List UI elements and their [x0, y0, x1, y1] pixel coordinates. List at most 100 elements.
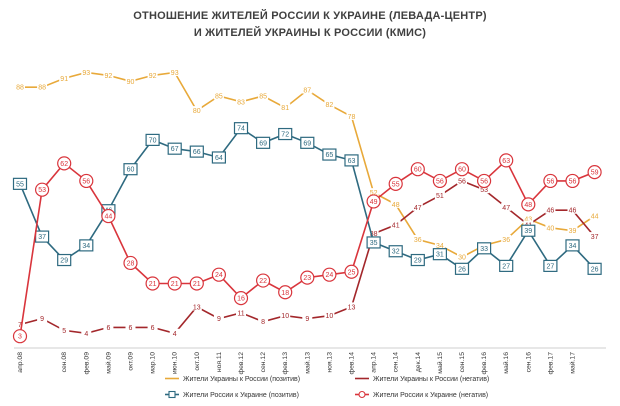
data-point — [236, 308, 246, 317]
data-label: 27 — [547, 263, 555, 270]
data-label: 9 — [305, 316, 309, 323]
data-label: 13 — [193, 304, 201, 311]
data-label: 44 — [591, 214, 599, 221]
data-label: 82 — [326, 102, 334, 109]
data-label: 93 — [82, 70, 90, 77]
data-point — [125, 322, 136, 331]
data-point — [191, 106, 202, 115]
data-label: 32 — [392, 249, 400, 256]
data-point — [390, 220, 401, 229]
data-label: 80 — [193, 108, 201, 115]
data-point — [211, 267, 226, 282]
data-point — [302, 85, 313, 94]
data-point — [169, 328, 180, 337]
data-label: 53 — [38, 187, 46, 194]
x-tick-label: май.15 — [436, 352, 444, 374]
data-label: 52 — [370, 190, 378, 197]
data-point — [258, 91, 269, 100]
data-label: 13 — [348, 304, 356, 311]
data-point — [454, 262, 470, 275]
data-label: 33 — [480, 246, 488, 253]
legend-item: Жители России к Украине (негатив) — [355, 390, 488, 399]
data-label: 63 — [502, 158, 510, 165]
data-label: 6 — [106, 325, 110, 332]
data-point — [191, 302, 202, 311]
data-label: 44 — [105, 214, 113, 221]
data-point — [37, 82, 48, 91]
x-tick-label: окт.09 — [128, 352, 135, 371]
data-point — [368, 229, 379, 238]
data-label: 78 — [348, 114, 356, 121]
data-label: 30 — [458, 255, 466, 262]
data-label: 36 — [502, 237, 510, 244]
data-point — [432, 173, 447, 189]
data-point — [79, 173, 94, 189]
data-label: 24 — [215, 272, 223, 279]
data-label: 55 — [16, 181, 24, 188]
data-label: 88 — [38, 85, 46, 92]
data-label: 21 — [193, 281, 201, 288]
data-point — [521, 197, 536, 212]
data-point — [167, 142, 182, 155]
data-label: 92 — [149, 73, 157, 80]
data-point — [412, 235, 423, 244]
x-tick-label: фев.12 — [238, 352, 245, 375]
data-label: 7 — [18, 322, 22, 329]
data-point — [545, 223, 556, 232]
data-point — [167, 276, 182, 291]
x-tick-label: окт.10 — [194, 352, 201, 371]
data-point — [59, 325, 70, 334]
data-point — [368, 188, 379, 197]
data-label: 74 — [237, 126, 245, 133]
data-point — [256, 136, 271, 149]
data-point — [434, 240, 445, 249]
legend-item: Жители Украины к России (позитив) — [165, 376, 300, 383]
data-label: 22 — [259, 278, 267, 285]
data-label: 69 — [259, 140, 267, 147]
data-point — [213, 314, 224, 323]
data-point — [101, 208, 116, 224]
data-point — [15, 82, 25, 91]
data-point — [123, 255, 138, 271]
data-label: 8 — [261, 319, 265, 326]
data-label: 60 — [458, 167, 466, 174]
data-label: 69 — [303, 140, 311, 147]
legend-label: Жители Украины к России (негатив) — [373, 376, 489, 383]
x-tick-label: ноя.11 — [216, 352, 223, 372]
data-point — [57, 253, 72, 267]
data-point — [432, 248, 447, 261]
x-tick-label: фев.13 — [282, 352, 289, 375]
data-label: 18 — [281, 290, 289, 297]
series-3: 55 37 29 34 46 60 70 67 66 64 74 69 72 69 65 63 35 32 29 31… — [12, 122, 602, 275]
data-label: 81 — [281, 105, 289, 112]
series-line — [19, 127, 596, 270]
data-point — [147, 322, 158, 331]
data-point — [322, 148, 337, 161]
data-label: 9 — [40, 316, 44, 323]
data-point — [256, 273, 271, 288]
data-label: 48 — [392, 202, 400, 209]
data-point — [344, 264, 359, 279]
data-label: 83 — [237, 99, 245, 106]
data-label: 4 — [173, 331, 177, 338]
data-label: 37 — [591, 234, 599, 241]
x-tick-label: ноя.13 — [326, 352, 333, 373]
data-point — [521, 224, 536, 237]
data-point — [169, 68, 180, 77]
data-label: 40 — [547, 225, 555, 232]
data-point — [501, 235, 512, 244]
data-label: 11 — [237, 310, 244, 317]
data-label: 87 — [303, 88, 311, 95]
data-label: 49 — [370, 199, 378, 206]
legend-item: Жители Украины к России (негатив) — [355, 376, 489, 383]
data-point — [567, 226, 578, 235]
data-label: 59 — [591, 170, 599, 177]
data-label: 85 — [215, 93, 223, 100]
data-label: 6 — [151, 325, 155, 332]
data-label: 60 — [414, 167, 422, 174]
x-tick-label: апр.14 — [371, 352, 378, 373]
data-label: 53 — [480, 187, 488, 194]
data-point — [388, 176, 403, 191]
